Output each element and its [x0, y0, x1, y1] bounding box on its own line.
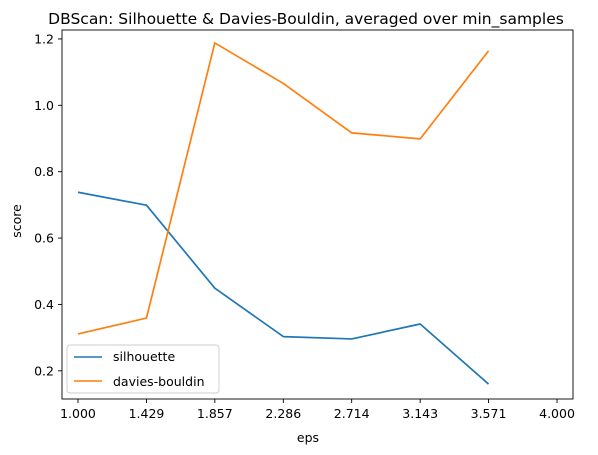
data-point-davies-bouldin [488, 50, 490, 52]
data-point-davies-bouldin [214, 42, 216, 44]
y-tick-label: 0.6 [34, 231, 54, 246]
data-point-silhouette [214, 287, 216, 289]
y-tick-label: 0.8 [34, 164, 54, 179]
data-point-silhouette [419, 323, 421, 325]
y-tick-label: 1.2 [34, 31, 54, 46]
x-tick-label: 2.714 [334, 406, 370, 421]
x-tick-label: 1.429 [129, 406, 165, 421]
data-point-silhouette [146, 204, 148, 206]
x-tick-label: 1.000 [60, 406, 96, 421]
x-axis-label: eps [297, 430, 319, 445]
x-axis: 1.000 1.429 1.857 2.286 2.714 3.143 3.571 4.000 [60, 399, 575, 421]
data-point-davies-bouldin [419, 138, 421, 140]
data-point-davies-bouldin [146, 317, 148, 319]
data-point-davies-bouldin [282, 83, 284, 85]
x-tick-label: 4.000 [539, 406, 575, 421]
y-tick-label: 0.2 [34, 363, 54, 378]
chart-title: DBScan: Silhouette & Davies-Bouldin, ave… [48, 10, 564, 29]
series-layer [77, 42, 490, 385]
data-point-silhouette [77, 191, 79, 193]
legend-label-davies-bouldin: davies-bouldin [113, 374, 205, 389]
y-tick-label: 1.0 [34, 98, 54, 113]
series-line-davies-bouldin [77, 42, 490, 335]
y-axis-label: score [9, 204, 24, 238]
y-tick-label: 0.4 [34, 297, 54, 312]
legend-label-silhouette: silhouette [113, 349, 175, 364]
data-point-silhouette [351, 338, 353, 340]
y-axis: 0.2 0.4 0.6 0.8 1.0 1.2 [34, 31, 62, 378]
x-tick-label: 2.286 [265, 406, 301, 421]
series-line-silhouette [77, 191, 490, 385]
plot-area: 1.000 1.429 1.857 2.286 2.714 3.143 3.571 4.000… [34, 29, 575, 421]
x-tick-label: 3.143 [402, 406, 438, 421]
x-tick-label: 3.571 [471, 406, 507, 421]
data-point-silhouette [488, 383, 490, 385]
legend-frame [66, 344, 220, 394]
axes-frame [61, 29, 574, 400]
x-tick-label: 1.857 [197, 406, 233, 421]
data-point-davies-bouldin [351, 132, 353, 134]
legend: silhouette davies-bouldin [66, 344, 220, 394]
data-point-davies-bouldin [77, 333, 79, 335]
data-point-silhouette [282, 336, 284, 338]
